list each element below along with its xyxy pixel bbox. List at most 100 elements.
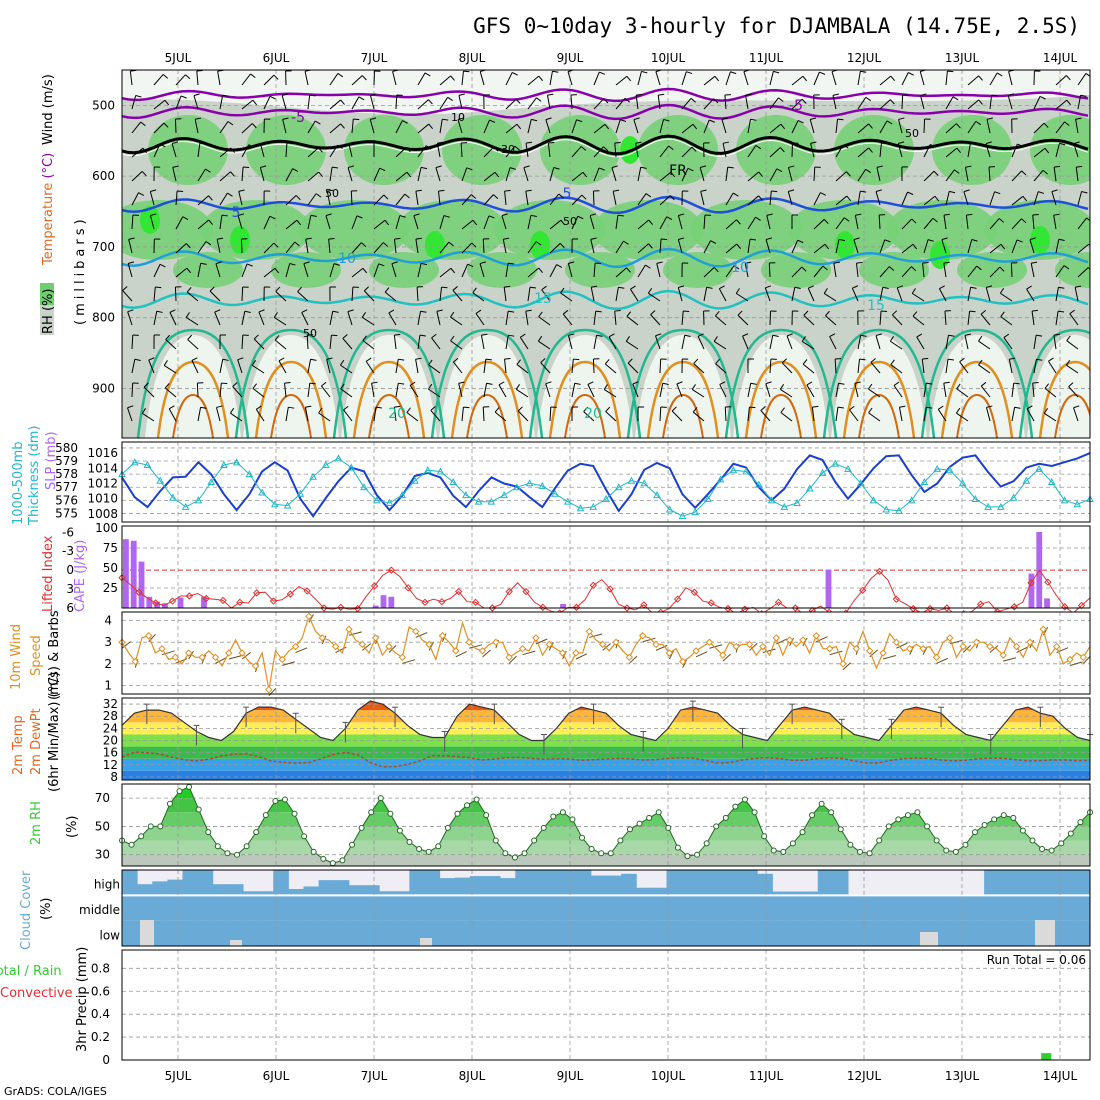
wind-barb (219, 192, 228, 206)
wind-barb (614, 311, 617, 326)
wind-barb-flag (186, 267, 192, 274)
wind-barb (153, 144, 161, 158)
wind-barb-flag (623, 240, 629, 245)
wind-barb (320, 385, 331, 398)
wind-barb-flag (1068, 382, 1074, 387)
rh-marker (1000, 812, 1007, 819)
wind-barb-flag (274, 335, 280, 341)
wind-barb (965, 215, 969, 230)
wind-barb (703, 98, 714, 110)
wind-barb-flag (342, 334, 348, 339)
wind-speed-marker (545, 640, 553, 649)
wind-barb (989, 218, 1000, 230)
wind-barb-flag (656, 261, 663, 264)
wind-barb-flag (691, 146, 697, 152)
wind-barb (129, 71, 133, 86)
wind-barb (240, 238, 243, 254)
wind-barb (549, 219, 562, 230)
wind-barb-flag (733, 192, 739, 197)
rh-marker (234, 851, 241, 858)
thickness-tick-label: 580 (55, 441, 78, 455)
wind-barb (549, 167, 555, 182)
wind-barb (980, 313, 991, 326)
wind-barb-flag (353, 118, 360, 121)
wind-barb-flag (617, 214, 624, 217)
cloud-cell-high (711, 870, 728, 896)
cloud-cell-high (621, 873, 637, 896)
slp-ylabel-thickness-1: 1000-500mb (11, 441, 26, 525)
wind-barb (1053, 335, 1057, 350)
wind-barb (329, 73, 339, 86)
wind-barb (219, 121, 229, 134)
pressure-tick-label: 500 (92, 98, 115, 112)
wind-speed-marker (478, 647, 487, 655)
wind-barb-flag (296, 219, 302, 226)
cloud-cell-high (212, 884, 229, 896)
rh-marker (329, 860, 336, 867)
wind-barb-flag (200, 262, 207, 265)
wind-speed-marker (425, 640, 433, 649)
wind-barb (691, 388, 705, 398)
precip-tick-label: 0.2 (91, 1030, 110, 1044)
temp-contour-label: 20 (388, 406, 406, 422)
cloud-cell-middle (666, 895, 683, 921)
wind-barb-flag (275, 286, 281, 292)
wind-barb-flag (786, 333, 793, 337)
wind-barb-flag (986, 117, 993, 120)
wind-speed-marker (1066, 655, 1074, 664)
wind-barb-flag (846, 171, 851, 177)
cloud-cell-high (303, 886, 320, 896)
wind-barb (769, 358, 772, 374)
wind-barb-flag (1051, 189, 1058, 193)
wind-barb (921, 359, 925, 374)
cloud-cell-low (575, 920, 592, 946)
wind-barb (525, 311, 529, 326)
wind-speed-marker (852, 644, 861, 653)
top-day-label: 11JUL (749, 51, 784, 65)
wind-barb-flag (1053, 333, 1060, 336)
wind-barb (593, 335, 598, 350)
wind-barb-flag (128, 261, 135, 265)
thickness-marker (1060, 496, 1069, 504)
wind-barb-flag (472, 287, 477, 293)
wind-barb-flag (927, 239, 934, 242)
wind-barb-flag (508, 262, 515, 265)
wind-barb-flag (710, 240, 717, 244)
wind-barb-flag (340, 99, 345, 105)
wind-barb-flag (625, 336, 630, 342)
wind-barb (329, 335, 332, 350)
li-tick-label: -3 (62, 544, 74, 558)
wind-barb (637, 264, 646, 278)
wind10m-barb (148, 634, 156, 643)
wind-barb (237, 359, 243, 374)
wind-barb (395, 215, 401, 230)
wind-barb-flag (1042, 169, 1048, 175)
wind-barb-flag (922, 357, 929, 360)
wind-barb-flag (547, 93, 554, 96)
rh-moist-area (789, 200, 899, 260)
wind10m-barb (1016, 646, 1028, 653)
cloud-cell-low (530, 920, 546, 946)
wind-barb (813, 192, 821, 206)
wind-barb (626, 315, 639, 326)
wind-barb-flag (943, 213, 950, 216)
wind-barb (786, 335, 793, 350)
wind-barb-flag (1065, 359, 1071, 366)
wind-barb (148, 359, 155, 374)
top-day-label: 6JUL (263, 51, 290, 65)
panel-background (122, 526, 1090, 608)
cloud-cell-low (878, 920, 894, 946)
cloud-cell-middle (787, 895, 804, 921)
cloud-cell-middle (167, 895, 183, 921)
thickness-marker (1073, 500, 1082, 508)
wind-barb-flag (273, 312, 278, 318)
cape-bar (138, 561, 145, 608)
wind-barb-flag (868, 383, 873, 390)
cape-tick-label: 100 (95, 521, 118, 535)
wind-barb (703, 119, 710, 134)
wind-barb-flag (196, 70, 203, 72)
wind-barb (956, 412, 969, 422)
wind-barb (813, 71, 820, 86)
temp-contour-15 (122, 289, 1089, 311)
low-cloud-patch (920, 932, 938, 946)
